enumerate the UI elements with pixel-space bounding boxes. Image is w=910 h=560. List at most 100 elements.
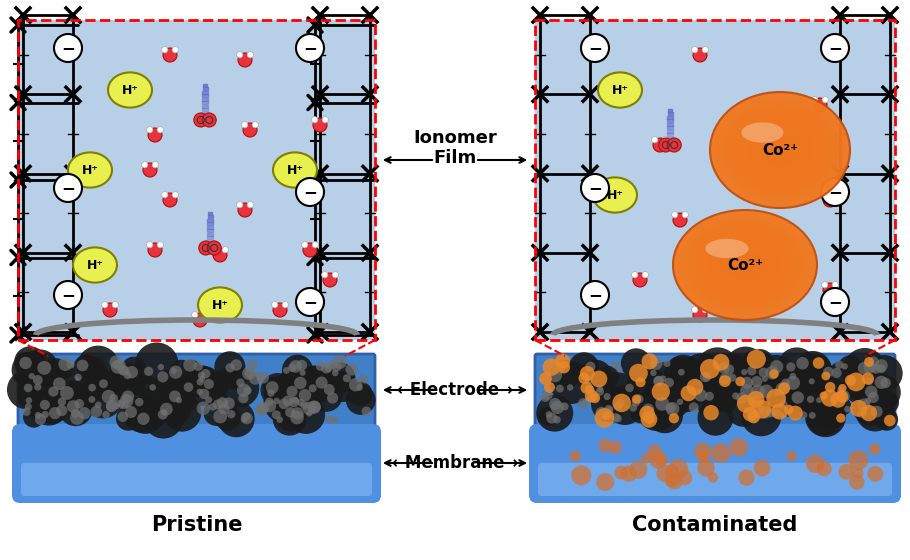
- Circle shape: [58, 392, 93, 426]
- Circle shape: [867, 466, 884, 482]
- Circle shape: [116, 400, 123, 407]
- Circle shape: [316, 376, 328, 389]
- Circle shape: [558, 361, 570, 374]
- Circle shape: [260, 373, 295, 407]
- Text: −: −: [303, 293, 317, 311]
- Text: −: −: [303, 183, 317, 201]
- Circle shape: [361, 407, 371, 416]
- Circle shape: [242, 367, 255, 380]
- Circle shape: [264, 376, 297, 409]
- Text: H⁺: H⁺: [82, 164, 98, 176]
- Circle shape: [536, 395, 573, 432]
- Circle shape: [40, 400, 50, 410]
- Circle shape: [263, 377, 280, 394]
- Circle shape: [591, 386, 627, 422]
- Circle shape: [821, 385, 847, 411]
- Circle shape: [212, 246, 217, 253]
- Circle shape: [825, 382, 835, 393]
- Circle shape: [163, 370, 181, 389]
- Circle shape: [60, 386, 74, 400]
- Circle shape: [849, 474, 864, 489]
- Circle shape: [677, 399, 683, 405]
- Circle shape: [552, 356, 563, 367]
- Text: −: −: [588, 286, 602, 304]
- Ellipse shape: [723, 248, 767, 282]
- Circle shape: [118, 365, 129, 376]
- Text: Co²⁺: Co²⁺: [727, 258, 763, 273]
- Circle shape: [829, 361, 854, 386]
- Circle shape: [665, 402, 680, 416]
- Circle shape: [821, 34, 849, 62]
- Circle shape: [35, 392, 67, 424]
- Circle shape: [213, 399, 223, 409]
- Circle shape: [644, 414, 655, 424]
- Circle shape: [857, 399, 870, 411]
- Circle shape: [172, 192, 178, 198]
- Circle shape: [720, 360, 763, 403]
- Circle shape: [169, 366, 182, 379]
- Circle shape: [835, 361, 844, 369]
- Ellipse shape: [685, 219, 805, 311]
- Circle shape: [112, 302, 118, 308]
- Circle shape: [14, 346, 46, 379]
- Text: −: −: [828, 293, 842, 311]
- Circle shape: [222, 246, 228, 253]
- Ellipse shape: [772, 143, 788, 157]
- Circle shape: [747, 409, 761, 422]
- Ellipse shape: [748, 124, 812, 176]
- Circle shape: [599, 438, 612, 452]
- Circle shape: [169, 390, 181, 402]
- Circle shape: [616, 366, 622, 372]
- Circle shape: [161, 395, 191, 425]
- Circle shape: [540, 371, 549, 380]
- Circle shape: [864, 357, 874, 367]
- Text: Pristine: Pristine: [151, 515, 242, 535]
- Ellipse shape: [598, 72, 642, 108]
- Circle shape: [201, 369, 210, 379]
- Circle shape: [585, 376, 592, 385]
- Circle shape: [359, 375, 365, 381]
- Circle shape: [33, 390, 52, 409]
- Circle shape: [605, 385, 645, 425]
- Circle shape: [223, 398, 235, 409]
- Circle shape: [875, 376, 888, 389]
- Circle shape: [120, 370, 146, 395]
- Ellipse shape: [733, 256, 757, 274]
- Circle shape: [822, 282, 828, 288]
- Circle shape: [612, 394, 631, 412]
- Circle shape: [865, 375, 901, 410]
- Circle shape: [217, 400, 255, 437]
- Circle shape: [215, 405, 240, 431]
- Circle shape: [809, 379, 814, 384]
- Circle shape: [866, 355, 903, 391]
- Circle shape: [321, 272, 328, 278]
- Circle shape: [23, 408, 31, 416]
- Bar: [18, 20, 375, 340]
- Circle shape: [23, 407, 45, 428]
- Circle shape: [539, 407, 558, 426]
- Bar: [666, 147, 674, 150]
- Circle shape: [135, 343, 178, 386]
- Circle shape: [152, 162, 158, 168]
- Circle shape: [161, 409, 167, 416]
- Circle shape: [7, 370, 46, 409]
- Circle shape: [741, 369, 747, 375]
- Circle shape: [641, 385, 663, 408]
- Circle shape: [303, 243, 317, 257]
- Ellipse shape: [732, 110, 828, 190]
- Circle shape: [853, 388, 890, 426]
- Circle shape: [303, 402, 317, 416]
- Circle shape: [609, 441, 622, 454]
- Circle shape: [543, 372, 550, 378]
- Circle shape: [876, 391, 899, 414]
- Circle shape: [692, 307, 698, 313]
- Circle shape: [544, 382, 555, 393]
- Circle shape: [35, 412, 42, 418]
- Circle shape: [597, 372, 638, 413]
- Circle shape: [40, 389, 65, 414]
- Circle shape: [806, 455, 824, 473]
- Circle shape: [206, 387, 227, 408]
- Circle shape: [621, 348, 652, 379]
- Text: H⁺: H⁺: [86, 259, 104, 272]
- Circle shape: [237, 379, 245, 387]
